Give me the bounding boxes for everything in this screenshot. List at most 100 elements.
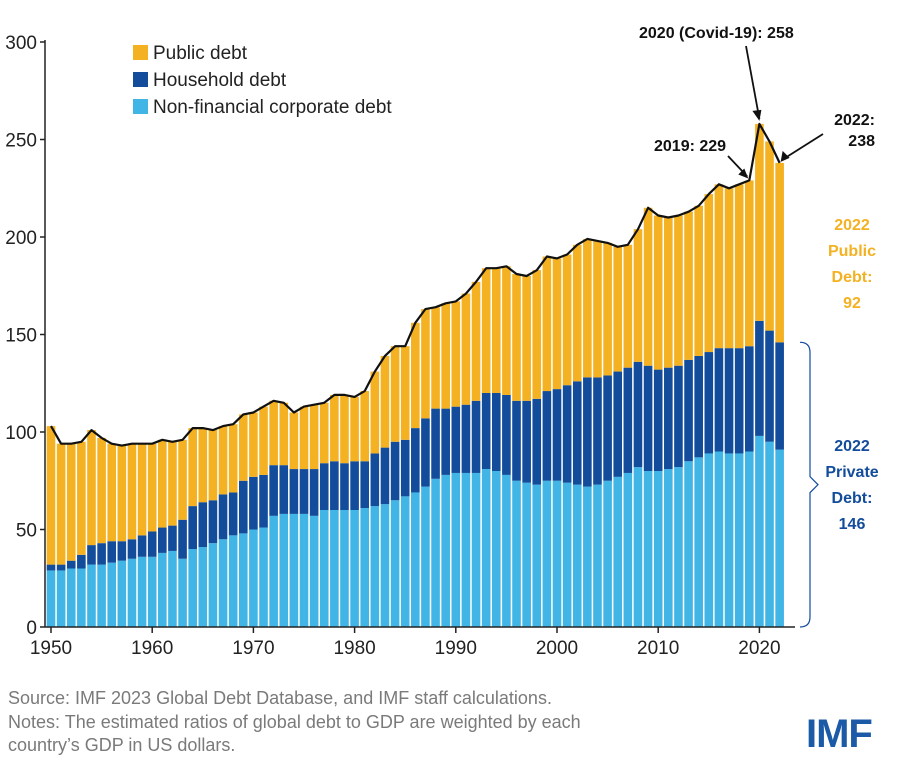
source-note: Source: IMF 2023 Global Debt Database, a… [8, 688, 552, 708]
bar-segment [66, 560, 76, 569]
y-tick-label: 150 [5, 326, 37, 347]
bar-segment [613, 246, 623, 372]
bar-segment [330, 461, 339, 510]
annotation-2019: 2019: 229 [654, 138, 726, 155]
bar-segment [259, 527, 268, 627]
bar-segment [481, 393, 491, 470]
bar-segment [532, 398, 542, 485]
bar-segment [755, 123, 764, 321]
bar-segment [249, 529, 258, 627]
bar-segment [269, 400, 278, 466]
bar-segment [411, 428, 420, 493]
bar-segment [674, 365, 683, 468]
bar-segment [744, 346, 754, 452]
bar-segment [87, 430, 96, 546]
bar-segment [734, 184, 744, 349]
bar-segment [279, 513, 289, 627]
bar-segment [127, 443, 137, 540]
annotation-public-debt: Debt: [832, 269, 873, 286]
bar-segment [562, 254, 572, 386]
bar-segment [330, 510, 339, 627]
bar-segment [724, 453, 734, 627]
bar-segment [664, 367, 673, 470]
bar-segment [512, 480, 521, 627]
bar-segment [319, 463, 329, 510]
bar-segment [238, 480, 248, 534]
annotation-arrow-2022 [783, 133, 824, 160]
annotation-2022-line1: 2022: [834, 112, 875, 129]
bar-segment [97, 543, 106, 565]
bar-segment [643, 471, 653, 627]
bar-segment [704, 352, 714, 454]
bar-segment [147, 531, 157, 557]
bar-segment [714, 451, 724, 627]
bar-segment [623, 472, 633, 627]
private-debt-brace [799, 341, 819, 628]
bar-segment [299, 513, 309, 627]
bar-segment [218, 426, 228, 495]
bar-segment [765, 330, 774, 442]
bar-segment [97, 437, 106, 544]
bar-segment [734, 348, 744, 454]
bar-segment [46, 564, 56, 571]
bar-segment [228, 424, 238, 493]
bar-segment [238, 533, 248, 627]
bar-segment [198, 502, 208, 548]
bar-segment [319, 402, 329, 464]
bar-segment [522, 276, 531, 401]
bar-segment [360, 508, 370, 627]
bar-segment [178, 439, 187, 520]
bar-segment [674, 467, 683, 627]
bar-segment [633, 467, 643, 627]
bar-segment [532, 484, 542, 627]
bar-segment [208, 500, 218, 544]
bar-segment [299, 469, 309, 514]
legend-label: Household debt [153, 70, 287, 91]
bar-segment [178, 519, 187, 559]
bar-segment [431, 478, 440, 627]
bar-segment [107, 443, 117, 542]
annotation-2022-line2: 238 [848, 133, 875, 150]
bar-segment [218, 494, 228, 540]
bar-segment [502, 266, 511, 395]
bar-segment [127, 539, 137, 559]
bar-segment [370, 453, 380, 507]
bar-segment [77, 568, 86, 627]
bar-segment [461, 404, 471, 473]
bar-segment [107, 541, 117, 563]
bar-segment [744, 451, 754, 627]
bar-segment [593, 377, 602, 485]
annotation-public-debt: Public [828, 243, 876, 260]
bar-segment [623, 367, 633, 473]
bar-segment [309, 404, 319, 470]
bar-segment [471, 472, 481, 627]
bar-segment [451, 301, 461, 407]
bar-segment [279, 465, 289, 514]
bar-segment [613, 371, 623, 477]
y-tick-label: 0 [26, 618, 37, 639]
bar-segment [724, 188, 734, 349]
bar-segment [653, 215, 663, 370]
bar-segment [127, 558, 137, 627]
bar-segment [299, 406, 309, 470]
bar-segment [542, 391, 552, 481]
bar-segment [400, 439, 410, 497]
bar-segment [360, 461, 370, 509]
bar-segment [66, 568, 76, 627]
bar-segment [734, 453, 744, 627]
bar-segment [512, 400, 521, 481]
bar-segment [562, 482, 572, 627]
bar-segment [117, 445, 127, 542]
bar-segment [593, 240, 602, 378]
bar-segment [400, 496, 410, 627]
bar-segment [491, 268, 501, 393]
bar-segment [350, 510, 359, 627]
legend-label: Public debt [153, 43, 248, 64]
bar-segment [330, 394, 339, 462]
bar-segment [451, 472, 461, 627]
total-debt-line [50, 122, 781, 447]
x-tick-label: 1970 [232, 638, 274, 659]
bar-segment [684, 461, 693, 627]
bar-segment [97, 564, 106, 627]
bar-segment [107, 562, 117, 627]
